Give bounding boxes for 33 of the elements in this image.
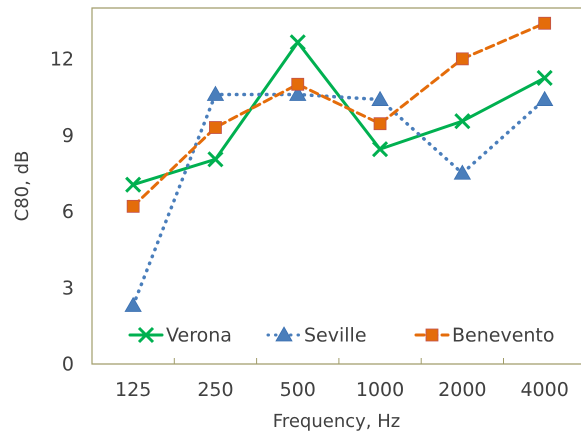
point <box>291 78 304 91</box>
point <box>456 52 469 66</box>
y-axis-title: C80, dB <box>12 150 33 222</box>
y-tick-label: 9 <box>62 124 74 147</box>
point <box>538 16 552 30</box>
x-tick-label: 500 <box>280 379 316 401</box>
y-tick-label: 0 <box>62 354 74 376</box>
point <box>207 86 224 101</box>
x-tick-label: 1000 <box>356 379 404 401</box>
point <box>124 176 142 194</box>
x-axis-title: Frequency, Hz <box>272 411 400 432</box>
legend-label: Benevento <box>452 324 555 347</box>
point <box>374 117 386 130</box>
x-tick-label: 250 <box>197 379 234 401</box>
x-tick-label: 2000 <box>438 379 487 401</box>
point <box>126 200 140 213</box>
y-tick-label: 12 <box>50 48 74 71</box>
point <box>454 164 471 180</box>
point <box>536 91 554 106</box>
legend-label: Verona <box>166 324 232 347</box>
point <box>454 112 471 130</box>
point <box>209 121 222 134</box>
point <box>206 150 224 168</box>
x-tick-label: 125 <box>115 379 152 401</box>
point <box>372 140 389 158</box>
y-tick-label: 3 <box>62 277 74 300</box>
point <box>372 91 388 106</box>
y-tick-label: 6 <box>62 201 74 224</box>
point <box>124 297 142 312</box>
x-tick-label: 4000 <box>520 379 569 401</box>
point <box>289 34 306 51</box>
point <box>536 69 554 86</box>
legend-label: Seville <box>304 324 367 347</box>
